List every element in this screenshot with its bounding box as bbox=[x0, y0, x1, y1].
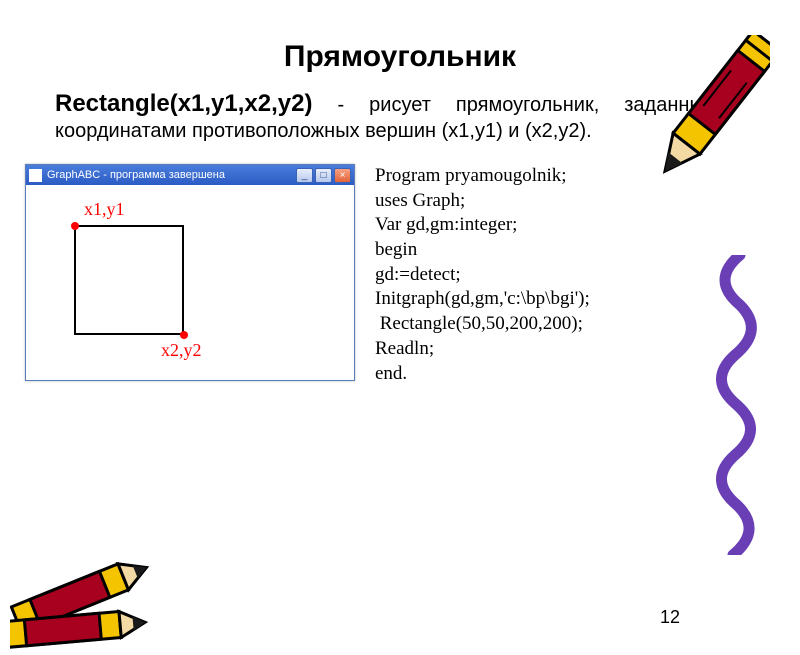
function-signature: Rectangle(x1,y1,x2,y2) bbox=[55, 90, 312, 117]
squiggle-decoration bbox=[705, 255, 765, 555]
minimize-button[interactable]: _ bbox=[296, 168, 313, 183]
crayon-bottom-left-decoration bbox=[10, 530, 150, 650]
drawn-rectangle bbox=[74, 225, 184, 335]
description-paragraph: Rectangle(x1,y1,x2,y2) - рисует прямоуго… bbox=[55, 89, 715, 144]
window-buttons: _ □ × bbox=[296, 168, 351, 183]
graphabc-window: GraphABC - программа завершена _ □ × x1,… bbox=[25, 164, 355, 381]
window-canvas: x1,y1 x2,y2 bbox=[26, 185, 354, 380]
page-number: 12 bbox=[660, 607, 680, 628]
vertex-dot-1 bbox=[71, 222, 79, 230]
coord-label-x1y1: x1,y1 bbox=[84, 199, 125, 220]
window-app-icon bbox=[29, 169, 42, 182]
window-title-text: GraphABC - программа завершена bbox=[47, 169, 225, 181]
maximize-button[interactable]: □ bbox=[315, 168, 332, 183]
vertex-dot-2 bbox=[180, 331, 188, 339]
code-listing: Program pryamougolnik; uses Graph; Var g… bbox=[375, 164, 590, 386]
crayon-top-right-decoration bbox=[640, 35, 770, 205]
coord-label-x2y2: x2,y2 bbox=[161, 340, 202, 361]
window-title-bar: GraphABC - программа завершена _ □ × bbox=[26, 165, 354, 185]
close-button[interactable]: × bbox=[334, 168, 351, 183]
